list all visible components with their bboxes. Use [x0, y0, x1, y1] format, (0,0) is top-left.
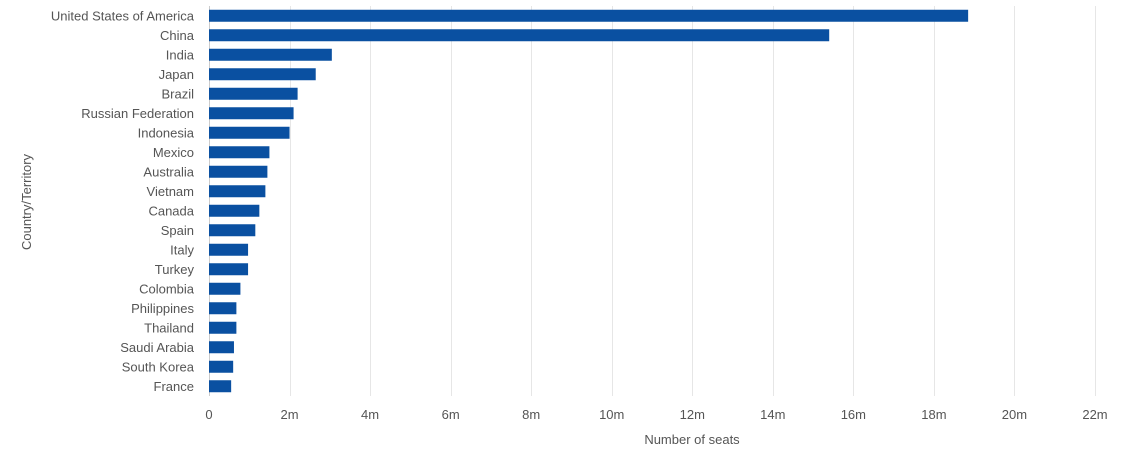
bar[interactable] — [209, 380, 232, 393]
bar[interactable] — [209, 360, 234, 373]
x-tick-label: 10m — [599, 407, 624, 422]
bar[interactable] — [209, 204, 260, 217]
category-label: South Korea — [122, 359, 195, 374]
bar[interactable] — [209, 146, 270, 159]
category-label: Italy — [170, 242, 194, 257]
x-tick-label: 16m — [841, 407, 866, 422]
category-label: Canada — [148, 203, 194, 218]
bar[interactable] — [209, 263, 249, 276]
bar[interactable] — [209, 302, 237, 315]
category-label: Philippines — [131, 301, 194, 316]
bar[interactable] — [209, 29, 830, 42]
category-label: Russian Federation — [81, 106, 194, 121]
bar[interactable] — [209, 87, 298, 100]
bar[interactable] — [209, 9, 969, 22]
x-tick-label: 12m — [680, 407, 705, 422]
x-tick-label: 6m — [442, 407, 460, 422]
category-label: Thailand — [144, 320, 194, 335]
category-label: Vietnam — [147, 184, 194, 199]
gridlines — [209, 6, 1096, 396]
x-tick-label: 0 — [205, 407, 212, 422]
x-tick-label: 4m — [361, 407, 379, 422]
category-label: Australia — [143, 164, 194, 179]
category-label: Japan — [159, 67, 194, 82]
category-label: China — [160, 28, 195, 43]
x-tick-label: 22m — [1082, 407, 1107, 422]
bar[interactable] — [209, 126, 290, 139]
x-tick-label: 14m — [760, 407, 785, 422]
bar[interactable] — [209, 185, 266, 198]
y-axis-title: Country/Territory — [19, 153, 34, 250]
bar[interactable] — [209, 321, 237, 334]
x-tick-label: 2m — [281, 407, 299, 422]
category-label: Brazil — [161, 86, 194, 101]
bar[interactable] — [209, 224, 256, 237]
category-labels: United States of America China India Japan B… — [51, 8, 195, 394]
bar[interactable] — [209, 107, 294, 120]
category-label: Mexico — [153, 145, 194, 160]
x-tick-label: 18m — [921, 407, 946, 422]
category-label: India — [166, 47, 195, 62]
bar[interactable] — [209, 48, 332, 61]
category-label: Indonesia — [138, 125, 195, 140]
bars — [209, 9, 969, 393]
category-label: France — [154, 379, 194, 394]
category-label: Turkey — [155, 262, 195, 277]
category-label: Colombia — [139, 281, 195, 296]
category-label: Saudi Arabia — [120, 340, 194, 355]
category-label: United States of America — [51, 8, 195, 23]
x-tick-label: 8m — [522, 407, 540, 422]
x-axis-title: Number of seats — [644, 432, 740, 447]
category-label: Spain — [161, 223, 194, 238]
bar[interactable] — [209, 341, 234, 354]
bar[interactable] — [209, 68, 316, 81]
bar[interactable] — [209, 165, 268, 178]
x-tick-labels: 0 2m 4m 6m 8m 10m 12m 14m 16m 18m 20m 22m — [205, 407, 1107, 422]
bar[interactable] — [209, 243, 249, 256]
x-tick-label: 20m — [1002, 407, 1027, 422]
bar[interactable] — [209, 282, 241, 295]
